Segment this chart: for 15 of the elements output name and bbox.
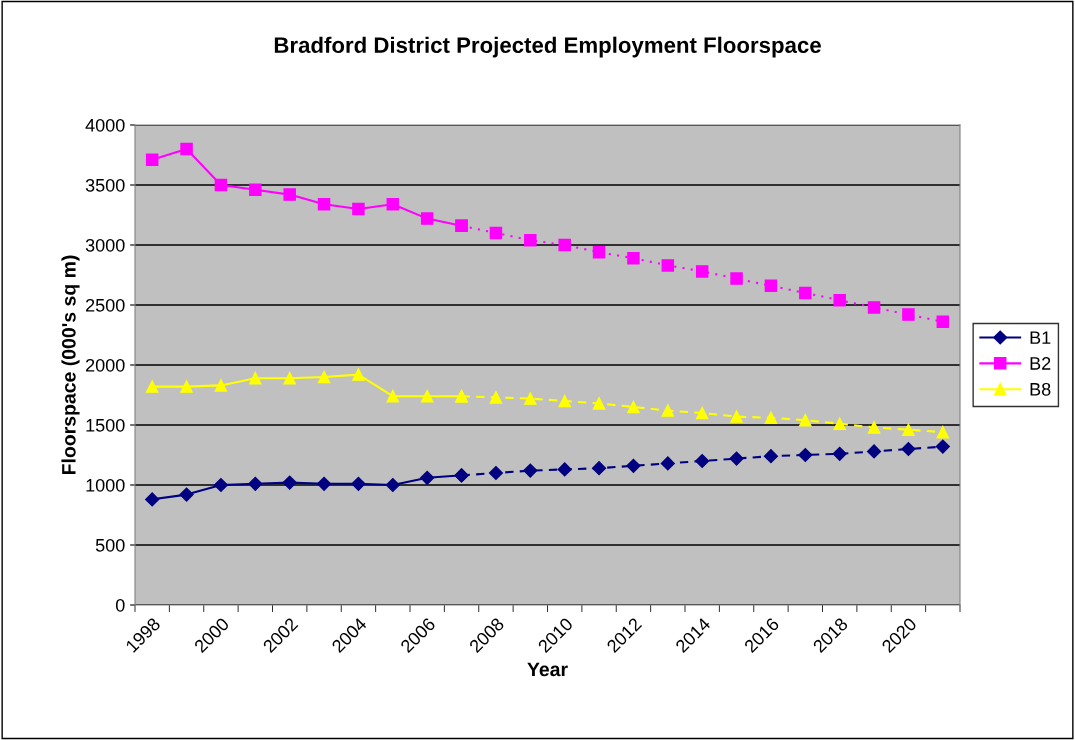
y-tick-label: 2500 bbox=[86, 298, 125, 312]
x-axis-title: Year bbox=[527, 662, 568, 677]
y-axis-title: Floorspace (000's sq m) bbox=[61, 255, 80, 475]
legend-label: B8 bbox=[1030, 382, 1051, 396]
y-tick-label: 1500 bbox=[86, 418, 125, 432]
y-tick-label: 3500 bbox=[85, 178, 125, 192]
y-tick-label: 0 bbox=[115, 598, 125, 612]
legend-label: B1 bbox=[1030, 331, 1051, 344]
chart-title: Bradford District Projected Employment Floorspace bbox=[274, 36, 821, 58]
y-tick-label: 1000 bbox=[86, 478, 125, 492]
y-tick-label: 3000 bbox=[85, 238, 125, 252]
legend-label: B2 bbox=[1030, 357, 1051, 370]
y-tick-label: 4000 bbox=[85, 118, 125, 132]
y-tick-label: 2000 bbox=[86, 358, 125, 372]
y-tick-label: 500 bbox=[95, 538, 125, 552]
